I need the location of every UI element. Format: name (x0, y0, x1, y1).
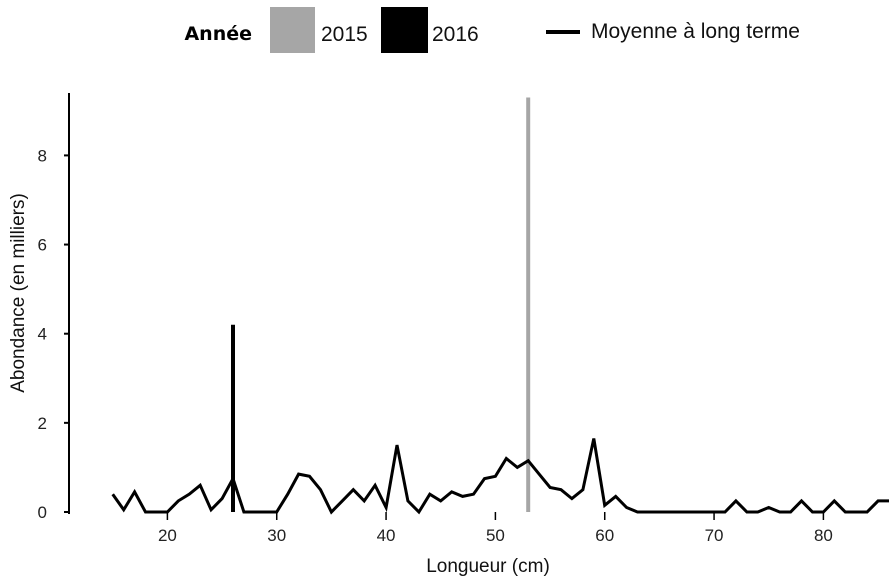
x-tick-label: 60 (595, 526, 614, 545)
y-tick-label: 8 (38, 146, 47, 165)
y-tick-label: 0 (38, 503, 47, 522)
legend-label-2016: 2016 (432, 23, 479, 46)
legend-label-2015: 2015 (321, 23, 368, 46)
y-tick-label: 4 (38, 325, 47, 344)
x-axis-title: Longueur (cm) (426, 556, 550, 577)
series-line-long-term-average (111, 438, 889, 515)
legend: Année 2015 2016 Moyenne à long terme (184, 7, 800, 53)
legend-label-long-term-average: Moyenne à long terme (591, 20, 800, 43)
x-axis-ticks: 20 30 40 50 60 70 80 (158, 512, 833, 545)
y-tick-label: 2 (38, 414, 47, 433)
x-tick-label: 30 (267, 526, 286, 545)
x-tick-label: 50 (486, 526, 505, 545)
x-tick-label: 20 (158, 526, 177, 545)
bars (231, 97, 531, 512)
series-lines (111, 438, 889, 515)
x-tick-label: 70 (705, 526, 724, 545)
x-tick-label: 40 (377, 526, 396, 545)
x-tick-label: 80 (814, 526, 833, 545)
legend-title: Année (184, 23, 252, 45)
y-axis-title: Abondance (en milliers) (8, 193, 29, 393)
y-axis-ticks: 0 2 4 6 8 (38, 146, 69, 522)
y-tick-label: 6 (38, 236, 47, 255)
legend-swatch-2016 (381, 7, 428, 53)
legend-swatch-2015 (270, 7, 315, 53)
